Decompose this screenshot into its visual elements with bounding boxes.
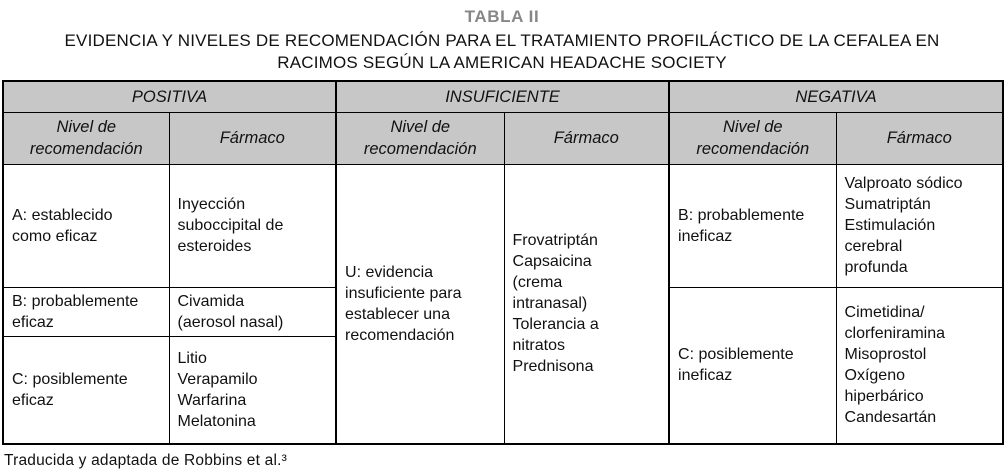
group-header-row: POSITIVA INSUFICIENTE NEGATIVA	[2, 80, 1004, 113]
cell-positiva-level-c: C: posiblemente eficaz	[2, 335, 170, 445]
cell-negativa-level-c: C: posiblemente ineficaz	[668, 286, 837, 445]
title-block: TABLA II EVIDENCIA Y NIVELES DE RECOMEND…	[0, 0, 1004, 74]
table-caption: EVIDENCIA Y NIVELES DE RECOMENDACIÓN PAR…	[64, 31, 940, 72]
table-row: B: probablemente eficaz Civamida (aeroso…	[2, 286, 1004, 445]
footnote: Traducida y adaptada de Robbins et al.³	[4, 452, 287, 469]
evidence-table: POSITIVA INSUFICIENTE NEGATIVA Nivel de …	[2, 80, 1004, 445]
cell-positiva-level-b: B: probablemente eficaz	[2, 286, 170, 337]
cell-positiva-drug-a: Inyección suboccipital de esteroides	[168, 163, 337, 288]
cell-negativa-drug-b: Valproato sódico Sumatriptán Estimulació…	[835, 163, 1004, 288]
cell-negativa-level-b: B: probablemente ineficaz	[668, 163, 837, 288]
subheader-positiva-drug: Fármaco	[168, 111, 337, 165]
table-label: TABLA II	[464, 7, 540, 26]
cell-insuficiente-level-u: U: evidencia insuficiente para establece…	[335, 163, 505, 445]
group-header-positiva: POSITIVA	[2, 80, 337, 113]
subheader-negativa-level: Nivel de recomendación	[668, 111, 837, 165]
subheader-insuficiente-drug: Fármaco	[503, 111, 670, 165]
subheader-negativa-drug: Fármaco	[835, 111, 1004, 165]
cell-negativa-drug-c: Cimetidina/ clorfeniramina Misoprostol O…	[835, 286, 1004, 445]
cell-positiva-drug-b: Civamida (aerosol nasal)	[168, 286, 337, 337]
cell-positiva-level-a: A: establecido como eficaz	[2, 163, 170, 288]
table-row: C: posiblemente eficaz Litio Verapamilo …	[2, 335, 1003, 445]
cell-positiva-drug-c: Litio Verapamilo Warfarina Melatonina	[168, 335, 337, 445]
table-row: A: establecido como eficaz Inyección sub…	[2, 163, 1004, 445]
subheader-row: Nivel de recomendación Fármaco Nivel de …	[2, 111, 1004, 165]
subheader-insuficiente-level: Nivel de recomendación	[335, 111, 505, 165]
subheader-positiva-level: Nivel de recomendación	[2, 111, 170, 165]
group-header-negativa: NEGATIVA	[668, 80, 1004, 113]
group-header-insuficiente: INSUFICIENTE	[335, 80, 670, 113]
cell-insuficiente-drug-u: Frovatriptán Capsaicina (crema intranasa…	[503, 163, 670, 445]
